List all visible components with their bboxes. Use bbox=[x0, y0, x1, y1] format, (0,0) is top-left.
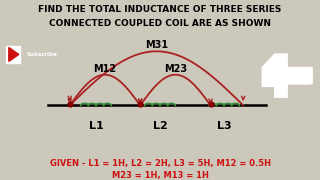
Text: FIND THE TOTAL INDUCTANCE OF THREE SERIES: FIND THE TOTAL INDUCTANCE OF THREE SERIE… bbox=[38, 4, 282, 14]
Text: L3: L3 bbox=[217, 121, 231, 131]
Text: M31: M31 bbox=[145, 40, 168, 50]
Text: M12: M12 bbox=[93, 64, 116, 74]
Text: CONNECTED COUPLED COIL ARE AS SHOWN: CONNECTED COUPLED COIL ARE AS SHOWN bbox=[49, 19, 271, 28]
Text: L1: L1 bbox=[89, 121, 103, 131]
Text: L2: L2 bbox=[153, 121, 167, 131]
Text: M23 = 1H, M13 = 1H: M23 = 1H, M13 = 1H bbox=[112, 171, 208, 180]
Text: M23: M23 bbox=[164, 64, 187, 74]
Text: GIVEN - L1 = 1H, L2 = 2H, L3 = 5H, M12 = 0.5H: GIVEN - L1 = 1H, L2 = 2H, L3 = 5H, M12 =… bbox=[50, 159, 270, 168]
